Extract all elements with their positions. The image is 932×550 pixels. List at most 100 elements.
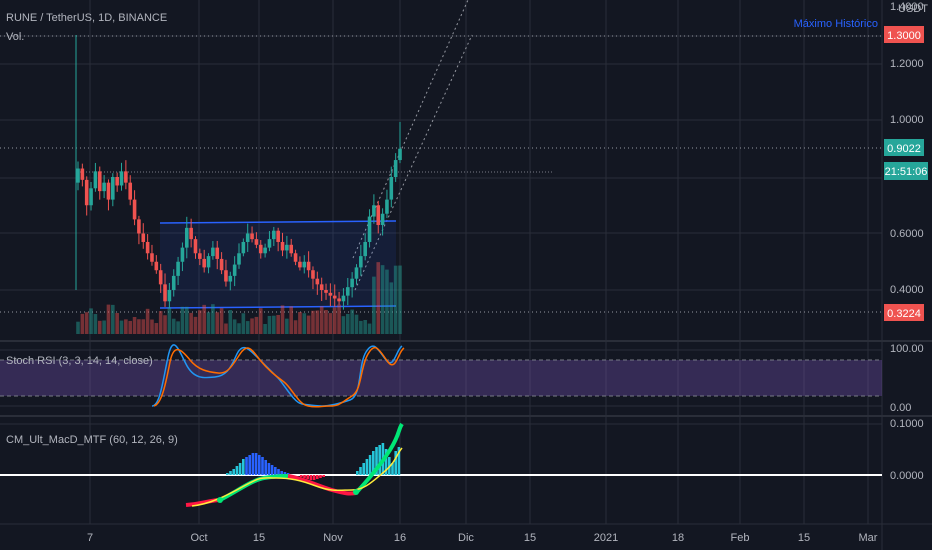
y-tick-label: 0.4000	[890, 284, 924, 296]
range-bottom-line[interactable]	[159, 305, 397, 309]
volume-bar	[76, 321, 80, 334]
volume-bar	[171, 318, 176, 334]
y-tick-label: 0.6000	[890, 228, 924, 240]
volume-bar	[359, 320, 363, 334]
macd-hist-bar	[261, 457, 264, 475]
candle-body	[219, 258, 224, 271]
currency-label: USDT	[898, 3, 928, 15]
y-tick-label: 0.00	[890, 402, 911, 414]
macd-hist-bar	[229, 471, 232, 475]
volume-label[interactable]: Vol.	[6, 31, 24, 43]
candle-body	[315, 278, 320, 285]
candle-body	[280, 241, 285, 251]
candle-body	[141, 233, 146, 242]
candle-body	[163, 284, 167, 302]
macd-hist-bar	[384, 449, 388, 475]
volume-bar	[389, 282, 394, 334]
volume-bar	[319, 306, 324, 334]
volume-bar	[158, 311, 163, 334]
x-tick-label: 7	[87, 532, 93, 544]
volume-bar	[232, 319, 237, 334]
macd-hist-bar	[286, 473, 290, 475]
candle-body	[393, 160, 398, 177]
volume-bar	[289, 306, 294, 334]
volume-bar	[84, 312, 89, 334]
macd-line-up-2	[354, 422, 404, 495]
candle-body	[293, 253, 298, 262]
volume-bar	[206, 312, 211, 334]
y-tick-label: 0.0000	[890, 470, 924, 482]
volume-bar	[211, 304, 215, 334]
volume-bar	[272, 315, 276, 334]
volume-bar	[385, 269, 389, 334]
candle-body	[389, 177, 394, 200]
macd-hist-bar	[280, 471, 283, 475]
symbol-title[interactable]: RUNE / TetherUS, 1D, BINANCE	[6, 12, 167, 24]
candle-body	[176, 261, 180, 276]
macd-hist-bar	[356, 471, 359, 475]
macd-hist-bar	[264, 460, 267, 475]
macd-hist-bar	[245, 457, 248, 475]
macd-title[interactable]: CM_Ult_MacD_MTF (60, 12, 26, 9)	[6, 434, 178, 446]
candle-body	[319, 284, 324, 290]
volume-bar	[311, 310, 315, 334]
volume-bar	[163, 315, 167, 334]
candle-body	[298, 261, 302, 268]
macd-hist-bar	[235, 466, 239, 475]
candle-body	[272, 230, 276, 240]
candles	[75, 35, 402, 310]
candle-body	[111, 177, 115, 200]
macd-histogram	[226, 443, 401, 480]
stoch-rsi-title[interactable]: Stoch RSI (3, 3, 14, 14, close)	[6, 355, 153, 367]
ath-badge	[884, 26, 924, 43]
trend-line-upper[interactable]	[352, 0, 469, 259]
candle-body	[89, 188, 93, 206]
candle-body	[102, 182, 106, 192]
volume-bar	[202, 304, 206, 334]
x-tick-label: Dic	[458, 532, 474, 544]
countdown-badge	[884, 162, 928, 180]
ath-badge-text: 1.3000	[887, 30, 921, 42]
volume-bar	[193, 316, 198, 334]
candle-body	[263, 247, 267, 254]
trend-line-lower[interactable]	[354, 34, 473, 291]
volume-bar	[398, 265, 402, 334]
volume-bar	[332, 307, 337, 334]
volume-bar	[111, 304, 115, 334]
range-top-line[interactable]	[159, 220, 397, 224]
macd-hist-bar	[391, 463, 394, 475]
range-box[interactable]	[160, 221, 396, 308]
macd-hist-bar	[283, 472, 287, 475]
candle-body	[350, 278, 354, 288]
ath-label[interactable]: Máximo Histórico	[794, 18, 878, 30]
volume-bar	[354, 314, 359, 334]
volume-bar	[106, 304, 111, 334]
macd-hist-bar	[254, 453, 258, 475]
candle-body	[184, 227, 189, 248]
candle-body	[198, 253, 202, 259]
candle-body	[302, 261, 307, 268]
candle-body	[158, 270, 163, 285]
candle-body	[106, 182, 111, 200]
y-tick-label: 1.4000	[890, 1, 924, 13]
low-price-badge	[884, 304, 924, 321]
candle-body	[193, 239, 198, 254]
candle-body	[80, 168, 85, 180]
macd-hist-bar	[372, 451, 375, 475]
candle-body	[93, 171, 98, 189]
candle-body	[241, 241, 246, 254]
macd-signal-line	[191, 447, 403, 507]
volume-bar	[245, 321, 250, 334]
volume-bar	[298, 311, 302, 334]
volume-bar	[128, 320, 133, 334]
x-tick-label: Feb	[731, 532, 750, 544]
macd-hist-bar	[238, 463, 242, 475]
volume-bar	[345, 313, 350, 334]
candle-body	[306, 261, 311, 271]
volume-bar	[306, 315, 311, 334]
volume-bar	[145, 308, 150, 334]
volume-bar	[372, 276, 376, 334]
volume-bar	[328, 313, 333, 334]
